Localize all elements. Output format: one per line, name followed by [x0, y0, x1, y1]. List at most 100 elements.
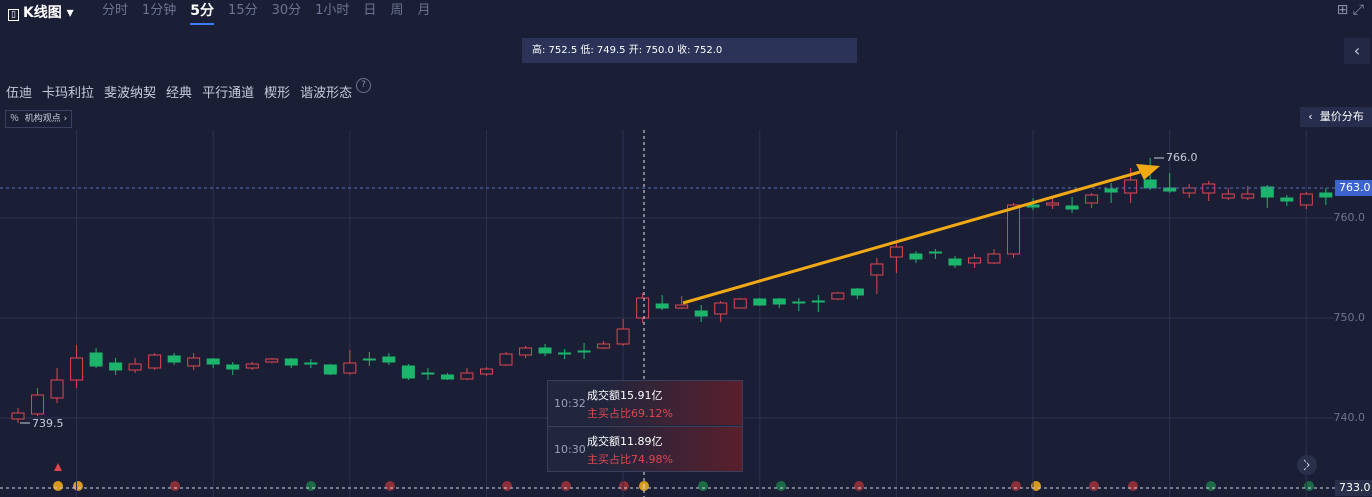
- interval-tab[interactable]: 30分: [271, 3, 302, 18]
- event-icon[interactable]: [54, 463, 62, 471]
- event-icon[interactable]: [561, 481, 571, 491]
- candle-body: [577, 350, 591, 353]
- candle-body: [694, 310, 708, 317]
- interval-tab[interactable]: 15分: [228, 3, 258, 18]
- candle-body: [909, 253, 923, 260]
- event-icon[interactable]: [53, 481, 63, 491]
- event-icon[interactable]: [306, 481, 316, 491]
- event-icon[interactable]: [1011, 481, 1021, 491]
- candle-body: [1085, 194, 1099, 204]
- drawing-tool[interactable]: 经典: [166, 86, 193, 101]
- candle-body: [1046, 202, 1060, 206]
- views-button[interactable]: ％ 机构观点 ›: [5, 110, 73, 128]
- bottom-line-label: 733.0: [1339, 481, 1371, 494]
- current-price-label: 763.0: [1339, 181, 1371, 194]
- drawing-tool[interactable]: 谐波形态: [300, 86, 353, 101]
- event-icon[interactable]: [1304, 481, 1314, 491]
- candle-body: [343, 362, 357, 374]
- candle-body: [1026, 204, 1040, 208]
- event-icon[interactable]: [385, 481, 395, 491]
- event-icon[interactable]: [502, 481, 512, 491]
- candle-body: [128, 363, 142, 371]
- candle-body: [421, 372, 435, 375]
- chart-type-select[interactable]: ▯ K线图 ▾: [8, 2, 74, 22]
- event-icon[interactable]: [854, 481, 864, 491]
- candle-body: [245, 363, 259, 369]
- tooltip-row: 10:32 成交额15.91亿 主买占比69.12%: [548, 381, 742, 425]
- candle-body: [519, 347, 533, 356]
- drawing-tool[interactable]: 平行通道: [202, 86, 255, 101]
- candle-body: [1221, 193, 1235, 199]
- event-icon[interactable]: [776, 481, 786, 491]
- candle-body: [636, 297, 650, 319]
- event-icon[interactable]: [1128, 481, 1138, 491]
- help-text: ?: [361, 80, 366, 90]
- candle-body: [499, 353, 513, 366]
- candle-body: [1319, 192, 1333, 198]
- candle-body: [1104, 188, 1118, 193]
- candle-body: [401, 365, 415, 379]
- tooltip-row: 10:30 成交额11.89亿 主买占比74.98%: [548, 426, 742, 471]
- candle-body: [1143, 179, 1157, 189]
- event-icon[interactable]: [698, 481, 708, 491]
- candle-body: [733, 298, 747, 309]
- candle-body: [479, 368, 493, 375]
- tooltip-amount: 成交额15.91亿: [587, 389, 663, 402]
- event-icon[interactable]: [1089, 481, 1099, 491]
- candle-body: [148, 354, 162, 369]
- candle-body: [772, 298, 786, 305]
- trend-arrow: [682, 170, 1141, 305]
- views-label: 机构观点: [24, 114, 61, 124]
- drawing-tool[interactable]: 斐波纳契: [104, 86, 157, 101]
- candle-body: [70, 357, 84, 381]
- interval-tab[interactable]: 日: [363, 3, 377, 18]
- candle-body: [265, 358, 279, 363]
- event-icon[interactable]: [1206, 481, 1216, 491]
- candle-body: [1299, 193, 1313, 206]
- candle-body: [928, 251, 942, 254]
- drawing-tool[interactable]: 卡玛利拉: [42, 86, 95, 101]
- interval-tab[interactable]: 1小时: [315, 3, 350, 18]
- interval-tab[interactable]: 5分: [190, 2, 215, 25]
- interval-tab[interactable]: 周: [390, 3, 404, 18]
- event-icon[interactable]: [619, 481, 629, 491]
- trend-arrowhead: [1136, 164, 1160, 180]
- candle-body: [811, 300, 825, 303]
- candle-body: [206, 358, 220, 365]
- candle-body: [558, 352, 572, 355]
- candle-body: [831, 292, 845, 300]
- info-text: 高: 752.5 低: 749.5 开: 750.0 收: 752.0: [532, 45, 723, 56]
- help-icon[interactable]: ?: [356, 78, 371, 93]
- event-icon[interactable]: [170, 481, 180, 491]
- volume-profile-button[interactable]: ‹ 量价分布: [1300, 107, 1372, 127]
- candle-body: [187, 357, 201, 367]
- chart-type-label: K线图: [22, 5, 62, 21]
- drawing-tools: 伍迪 卡玛利拉 斐波纳契 经典 平行通道 楔形 谐波形态: [6, 82, 352, 101]
- low-label: 739.5: [32, 417, 64, 430]
- drawing-tool[interactable]: 伍迪: [6, 86, 33, 101]
- scroll-button[interactable]: [1297, 455, 1317, 475]
- interval-tab[interactable]: 1分钟: [142, 3, 177, 18]
- candle-body: [1065, 205, 1079, 210]
- tooltip-time: 10:32: [554, 397, 586, 410]
- volume-label: 量价分布: [1319, 110, 1364, 123]
- candle-body: [597, 343, 611, 349]
- candle-body: [1124, 179, 1138, 194]
- toolbar-icons[interactable]: ⊞ ⤢: [1336, 2, 1364, 18]
- candle-body: [382, 356, 396, 363]
- event-icon[interactable]: [1031, 481, 1041, 491]
- candle-body: [226, 364, 240, 370]
- collapse-button[interactable]: ‹: [1344, 38, 1370, 64]
- interval-tab[interactable]: 月: [417, 3, 431, 18]
- interval-tab[interactable]: 分时: [102, 3, 129, 18]
- drawing-tool[interactable]: 楔形: [264, 86, 291, 101]
- chart-type-icon: ▯: [8, 9, 19, 21]
- interval-tabs: 分时 1分钟 5分 15分 30分 1小时日周月: [102, 2, 430, 25]
- tooltip: 10:32 成交额15.91亿 主买占比69.12% 10:30 成交额11.89亿 主买…: [547, 380, 743, 472]
- event-icon[interactable]: [73, 481, 83, 491]
- tooltip-ratio: 主买占比69.12%: [587, 407, 673, 420]
- tooltip-time: 10:30: [554, 443, 586, 456]
- candle-body: [792, 301, 806, 304]
